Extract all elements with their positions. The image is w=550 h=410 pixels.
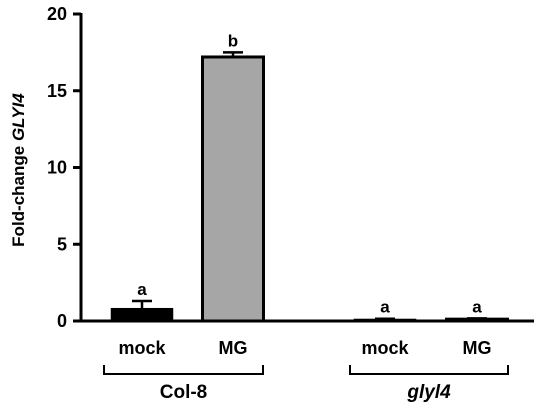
group-label: glyl4 <box>406 382 451 403</box>
y-tick-label: 10 <box>47 158 67 178</box>
category-label: MG <box>219 338 248 358</box>
chart-bars <box>110 51 509 323</box>
y-axis-label-prefix: Fold-change <box>9 141 28 247</box>
bar <box>201 55 265 323</box>
y-axis-label: Fold-change GLYI4 <box>9 93 28 247</box>
y-axis-label-gene: GLYI4 <box>9 93 28 141</box>
chart-labels: a mock b MG a mock a MG Col-8 glyl4 <box>103 31 509 403</box>
y-tick-label: 0 <box>57 311 67 331</box>
group-label: Col-8 <box>160 382 208 403</box>
y-tick-label: 15 <box>47 81 67 101</box>
group-bracket <box>349 365 509 375</box>
significance-label: a <box>137 280 147 299</box>
category-label: MG <box>463 338 492 358</box>
y-tick-label: 5 <box>57 234 67 254</box>
category-label: mock <box>118 338 166 358</box>
significance-label: b <box>228 31 238 50</box>
bar <box>110 307 174 322</box>
group-bracket <box>103 365 264 375</box>
significance-label: a <box>472 297 482 316</box>
significance-label: a <box>380 298 390 317</box>
category-label: mock <box>361 338 409 358</box>
y-tick-label: 20 <box>47 4 67 24</box>
chart-axes: 0 5 10 15 20 <box>47 4 534 331</box>
